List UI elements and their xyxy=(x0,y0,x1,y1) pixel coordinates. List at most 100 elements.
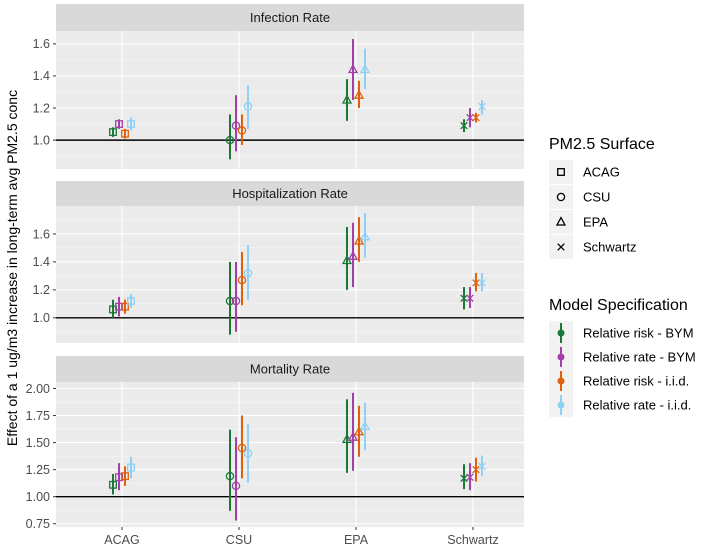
point-estimate xyxy=(341,433,353,444)
panel-background xyxy=(56,382,524,527)
point-estimate xyxy=(237,126,247,135)
legend-color-dot xyxy=(557,329,565,337)
facet-title: Hospitalization Rate xyxy=(232,186,348,201)
series-1 xyxy=(109,79,468,160)
series-1 xyxy=(109,399,468,511)
point-estimate xyxy=(466,113,474,122)
point-estimate xyxy=(460,294,468,303)
y-axis-title: Effect of a 1 ug/m3 increase in long-ter… xyxy=(4,90,20,446)
legend-color-dot xyxy=(557,353,565,361)
point-estimate xyxy=(121,302,129,311)
legend-label: Relative rate - BYM xyxy=(583,350,696,365)
point-estimate xyxy=(121,129,129,138)
x-axis: ACAG CSU EPA Schwartz xyxy=(104,527,499,546)
point-estimate xyxy=(359,420,371,431)
y-tick-label: 1.2 xyxy=(33,283,50,297)
legend-color-dot xyxy=(557,401,565,409)
legend-color-dot xyxy=(557,377,565,385)
x-tick-label: ACAG xyxy=(104,533,139,546)
x-tick-label: CSU xyxy=(226,533,252,546)
legend-label: Schwartz xyxy=(583,240,636,255)
point-estimate xyxy=(341,94,353,104)
facet-strip xyxy=(56,4,524,31)
point-estimate xyxy=(231,296,241,306)
y-tick-label: 1.6 xyxy=(33,227,50,241)
facet-title: Infection Rate xyxy=(250,10,330,25)
facet-strip xyxy=(56,181,524,206)
point-estimate xyxy=(237,275,247,285)
series-4 xyxy=(127,212,486,309)
y-tick-label: 1.50 xyxy=(26,436,50,450)
facet-title: Mortality Rate xyxy=(250,362,330,377)
panels: Infection Rate1.01.21.41.6Hospitalizatio… xyxy=(26,4,524,531)
color-legend: Model Specification Relative risk - BYM Re… xyxy=(549,297,696,417)
point-estimate xyxy=(225,135,235,145)
panel-background xyxy=(56,31,524,169)
series-3 xyxy=(121,405,480,486)
point-estimate xyxy=(109,480,117,489)
point-estimate xyxy=(472,465,480,474)
point-estimate xyxy=(472,113,480,122)
point-estimate xyxy=(115,120,123,129)
point-estimate xyxy=(359,63,371,74)
legend-label: EPA xyxy=(583,215,608,230)
point-estimate xyxy=(460,121,468,130)
legend-label: CSU xyxy=(583,190,610,205)
shape-legend: PM2.5 Surface ACAG CSU EPA Schwartz xyxy=(549,136,655,259)
point-estimate xyxy=(460,474,468,483)
y-tick-label: 1.4 xyxy=(33,255,50,269)
legends: PM2.5 Surface ACAG CSU EPA Schwartz Model Spe… xyxy=(549,136,696,417)
x-tick-label: EPA xyxy=(344,533,369,546)
series-3 xyxy=(121,80,480,145)
x-tick-label: Schwartz xyxy=(447,533,498,546)
point-estimate xyxy=(109,128,117,137)
y-tick-label: 1.25 xyxy=(26,463,50,477)
series-2 xyxy=(115,222,474,332)
series-3 xyxy=(121,217,480,314)
point-estimate xyxy=(121,472,129,481)
legend-label: Relative rate - i.i.d. xyxy=(583,398,691,413)
point-estimate xyxy=(231,121,241,130)
point-estimate xyxy=(478,462,486,471)
legend-shape-acag xyxy=(557,168,565,176)
legend-label: Relative risk - i.i.d. xyxy=(583,374,689,389)
point-estimate xyxy=(353,426,365,436)
color-legend-title: Model Specification xyxy=(549,297,688,314)
point-estimate xyxy=(466,473,474,481)
legend-key xyxy=(549,160,573,184)
y-tick-label: 1.75 xyxy=(26,409,50,423)
series-4 xyxy=(127,48,486,131)
series-2 xyxy=(115,39,474,152)
point-estimate xyxy=(237,443,247,453)
shape-legend-title: PM2.5 Surface xyxy=(549,136,655,153)
point-estimate xyxy=(231,481,241,491)
facet-strip xyxy=(56,356,524,382)
y-tick-label: 1.00 xyxy=(26,490,50,504)
legend-shape-epa xyxy=(555,216,567,226)
point-estimate xyxy=(359,230,371,241)
point-estimate xyxy=(127,463,135,472)
point-estimate xyxy=(478,102,486,111)
point-estimate xyxy=(225,296,235,306)
legend-shape-csu xyxy=(556,192,566,202)
legend-label: Relative risk - BYM xyxy=(583,326,694,341)
point-estimate xyxy=(466,294,474,303)
y-tick-label: 1.2 xyxy=(33,101,50,115)
y-tick-label: 1.0 xyxy=(33,133,50,147)
y-tick-label: 1.6 xyxy=(33,37,50,51)
legend-key xyxy=(549,185,573,209)
legend-key xyxy=(549,210,573,234)
panel-2: Hospitalization Rate 1.0 1.2 1.4 1.6 xyxy=(33,181,524,343)
point-estimate xyxy=(353,89,365,99)
y-tick-label: 1.0 xyxy=(33,311,50,325)
point-estimate xyxy=(347,431,359,441)
point-estimate xyxy=(347,250,359,260)
point-estimate xyxy=(127,120,135,129)
panel-background xyxy=(56,206,524,343)
y-tick-label: 2.00 xyxy=(26,382,50,396)
legend-shape-schwartz xyxy=(557,243,565,251)
series-4 xyxy=(127,402,486,483)
series-1 xyxy=(109,226,468,335)
point-estimate xyxy=(243,449,253,458)
